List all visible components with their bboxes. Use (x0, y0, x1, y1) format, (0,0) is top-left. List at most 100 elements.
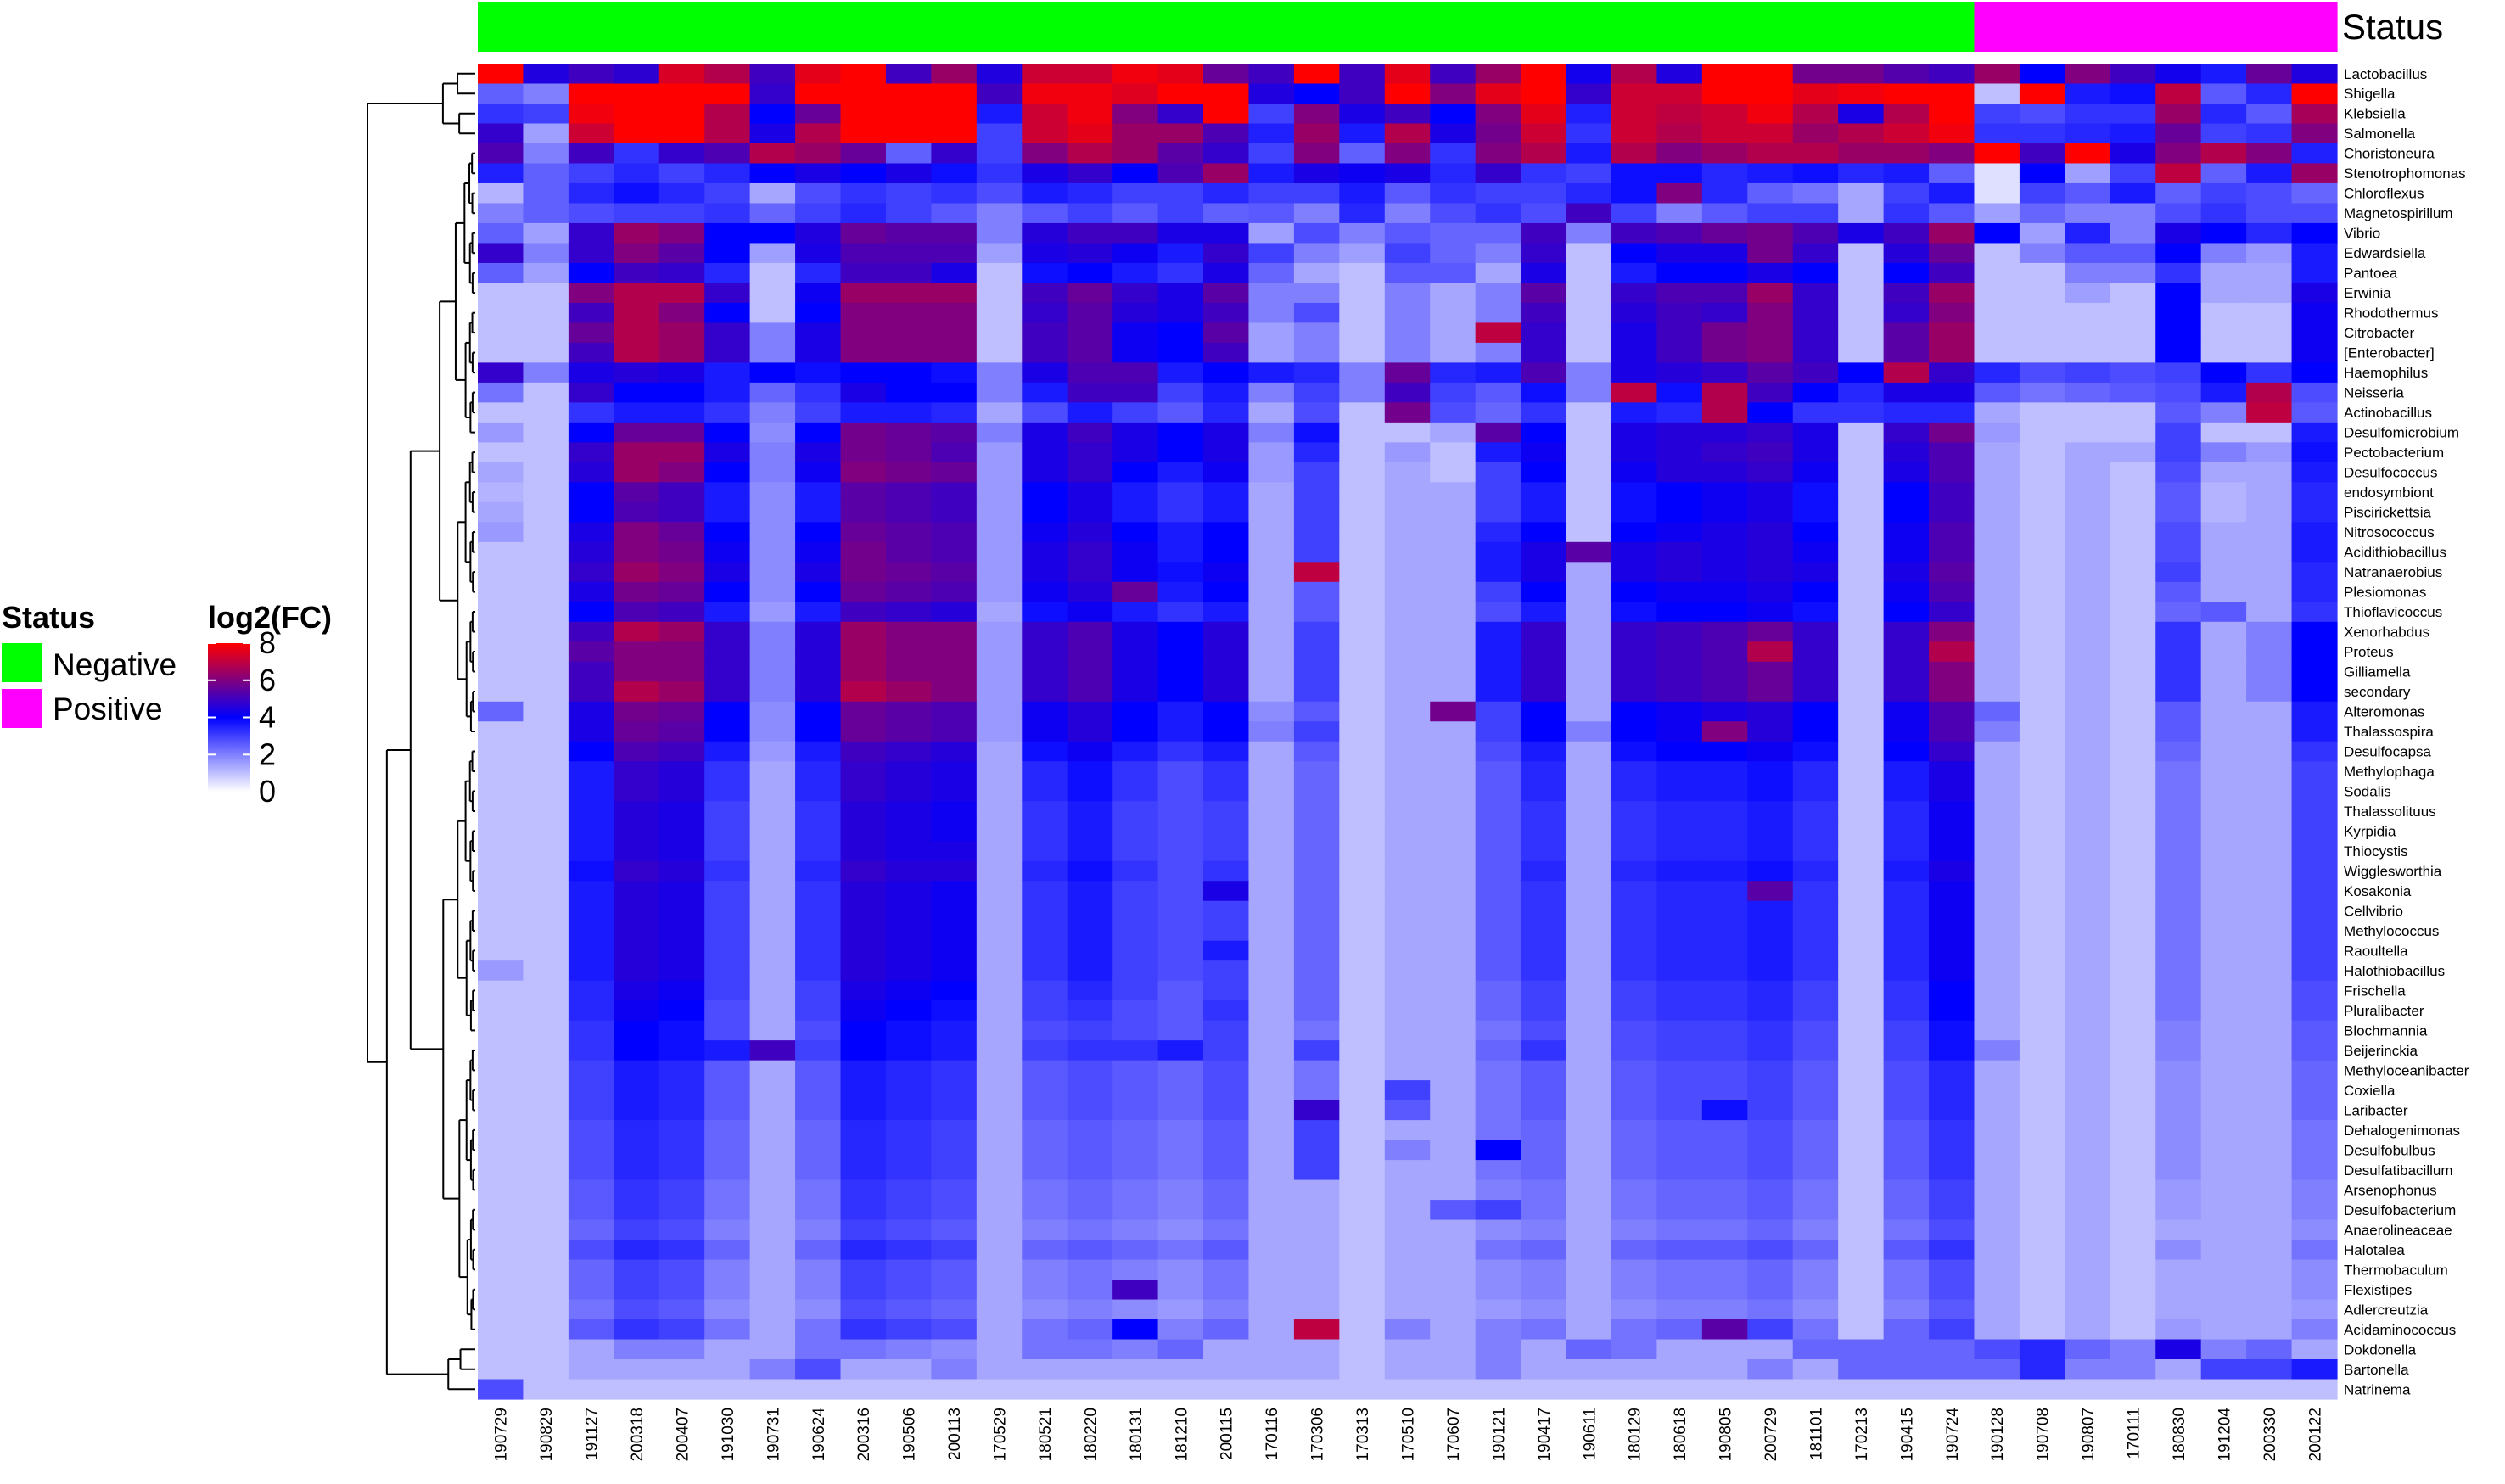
row-label: Natranaerobius (2344, 564, 2442, 580)
heatmap-cell (840, 1219, 887, 1240)
heatmap-cell (1701, 1359, 1748, 1380)
heatmap-cell (885, 1200, 932, 1221)
heatmap-cell (885, 342, 932, 363)
heatmap-cell (704, 960, 751, 982)
heatmap-cell (885, 1100, 932, 1121)
heatmap-cell (1430, 761, 1477, 782)
heatmap-cell (2019, 1240, 2065, 1261)
heatmap-cell (523, 1040, 569, 1061)
heatmap-cell (1747, 881, 1794, 902)
heatmap-cell (1022, 1280, 1068, 1301)
heatmap-cell (1430, 1259, 1477, 1280)
heatmap-cell (1883, 302, 1930, 323)
heatmap-cell (523, 422, 569, 443)
heatmap-cell (749, 182, 796, 204)
heatmap-cell (1656, 182, 1703, 204)
heatmap-cell (658, 1319, 705, 1341)
heatmap-cell (1067, 1299, 1113, 1320)
heatmap-cell (1248, 921, 1295, 942)
heatmap-cell (2246, 602, 2293, 623)
heatmap-cell (1974, 1379, 2020, 1400)
heatmap-cell (478, 1060, 524, 1081)
heatmap-cell (1203, 1280, 1250, 1301)
heatmap-cell (976, 342, 1023, 363)
heatmap-cell (1656, 1299, 1703, 1320)
heatmap-cell (1067, 602, 1113, 623)
heatmap-cell (1656, 422, 1703, 443)
heatmap-cell (1611, 83, 1658, 104)
heatmap-cell (614, 641, 660, 663)
heatmap-cell (1701, 103, 1748, 125)
row-label: Desulfocapsa (2344, 743, 2432, 759)
heatmap-cell (1521, 83, 1567, 104)
heatmap-cell (2155, 243, 2202, 264)
heatmap-cell (1521, 1020, 1567, 1041)
heatmap-cell (1384, 781, 1431, 802)
heatmap-cell (2291, 661, 2338, 682)
heatmap-cell (976, 581, 1023, 602)
heatmap-cell (976, 1280, 1023, 1301)
heatmap-cell (1701, 841, 1748, 862)
heatmap-cell (704, 881, 751, 902)
heatmap-cell (2291, 1200, 2338, 1221)
heatmap-cell (1022, 801, 1068, 822)
heatmap-cell (1157, 103, 1204, 125)
heatmap-cell (1566, 1299, 1612, 1320)
row-dendrogram (367, 72, 475, 1391)
heatmap-cell (1384, 163, 1431, 184)
heatmap-cell (1384, 881, 1431, 902)
heatmap-cell (1883, 1339, 1930, 1360)
heatmap-cell (1112, 243, 1159, 264)
heatmap-cell (1838, 302, 1885, 323)
heatmap-cell (795, 980, 842, 1001)
heatmap-cell (1112, 203, 1159, 224)
heatmap-cell (1929, 222, 1975, 244)
heatmap-cell (1747, 541, 1794, 563)
heatmap-cell (523, 1379, 569, 1400)
row-label: Arsenophonus (2344, 1182, 2437, 1198)
heatmap-cell (1611, 422, 1658, 443)
heatmap-cell (1521, 482, 1567, 503)
heatmap-cell (1293, 940, 1340, 961)
heatmap-cell (1747, 262, 1794, 284)
heatmap-cell (1022, 203, 1068, 224)
heatmap-cell (795, 761, 842, 782)
heatmap-cell (1521, 900, 1567, 921)
heatmap-cell (1611, 1219, 1658, 1240)
heatmap-cell (1521, 581, 1567, 602)
heatmap-cell (1339, 1339, 1386, 1360)
heatmap-cell (885, 1020, 932, 1041)
heatmap-cell (704, 103, 751, 125)
heatmap-cell (1022, 222, 1068, 244)
heatmap-cell (2291, 681, 2338, 703)
heatmap-cell (795, 501, 842, 523)
heatmap-cell (885, 203, 932, 224)
heatmap-cell (1293, 541, 1340, 563)
heatmap-cell (1701, 1379, 1748, 1400)
heatmap-cell (1384, 741, 1431, 762)
heatmap-cell (795, 1259, 842, 1280)
heatmap-cell (795, 362, 842, 384)
heatmap-cell (1475, 522, 1521, 543)
heatmap-cell (749, 442, 796, 463)
heatmap-cell (1974, 143, 2020, 165)
heatmap-cell (885, 501, 932, 523)
heatmap-cell (976, 462, 1023, 483)
heatmap-cell (478, 621, 524, 642)
heatmap-cell (1248, 1040, 1295, 1061)
heatmap-cell (1611, 721, 1658, 742)
heatmap-cell (840, 163, 887, 184)
heatmap-cell (1384, 462, 1431, 483)
heatmap-cell (2019, 1219, 2065, 1240)
heatmap-cell (749, 801, 796, 822)
heatmap-cell (1883, 522, 1930, 543)
heatmap-cell (1112, 103, 1159, 125)
heatmap-cell (1929, 960, 1975, 982)
heatmap-cell (1521, 980, 1567, 1001)
heatmap-cell (658, 900, 705, 921)
heatmap-cell (976, 900, 1023, 921)
heatmap-cell (478, 123, 524, 144)
heatmap-cell (1838, 741, 1885, 762)
heatmap-cell (614, 1280, 660, 1301)
